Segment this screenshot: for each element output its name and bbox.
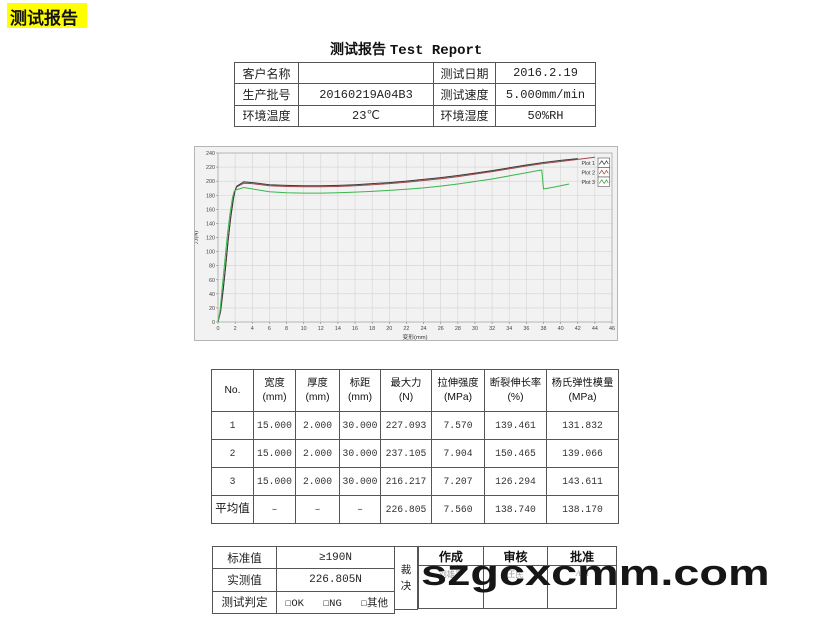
svg-text:14: 14: [335, 326, 341, 332]
svg-text:Plot 2: Plot 2: [581, 170, 595, 176]
svg-text:38: 38: [540, 326, 546, 332]
svg-text:240: 240: [206, 151, 215, 157]
svg-text:34: 34: [506, 326, 512, 332]
svg-text:0: 0: [212, 320, 215, 326]
svg-text:变形(mm): 变形(mm): [402, 333, 427, 341]
svg-text:46: 46: [609, 326, 615, 332]
svg-text:220: 220: [206, 165, 215, 171]
svg-text:12: 12: [318, 326, 324, 332]
svg-text:力(N): 力(N): [195, 231, 200, 245]
svg-text:200: 200: [206, 179, 215, 185]
svg-text:40: 40: [209, 292, 215, 298]
svg-text:Plot 3: Plot 3: [581, 180, 595, 186]
svg-text:4: 4: [251, 326, 254, 332]
svg-text:10: 10: [301, 326, 307, 332]
svg-text:140: 140: [206, 221, 215, 227]
svg-text:40: 40: [558, 326, 564, 332]
svg-text:60: 60: [209, 278, 215, 284]
svg-text:160: 160: [206, 207, 215, 213]
svg-text:32: 32: [489, 326, 495, 332]
svg-text:22: 22: [403, 326, 409, 332]
svg-text:20: 20: [386, 326, 392, 332]
svg-text:42: 42: [575, 326, 581, 332]
svg-text:8: 8: [285, 326, 288, 332]
svg-text:180: 180: [206, 193, 215, 199]
svg-text:18: 18: [369, 326, 375, 332]
svg-text:16: 16: [352, 326, 358, 332]
svg-text:2: 2: [234, 326, 237, 332]
svg-text:20: 20: [209, 306, 215, 312]
svg-text:36: 36: [523, 326, 529, 332]
svg-text:44: 44: [592, 326, 598, 332]
svg-text:6: 6: [268, 326, 271, 332]
svg-text:80: 80: [209, 264, 215, 270]
svg-text:30: 30: [472, 326, 478, 332]
svg-text:24: 24: [421, 326, 427, 332]
svg-text:0: 0: [217, 326, 220, 332]
svg-text:Plot 1: Plot 1: [581, 161, 595, 167]
svg-text:100: 100: [206, 250, 215, 256]
svg-text:26: 26: [438, 326, 444, 332]
svg-text:120: 120: [206, 236, 215, 242]
svg-text:28: 28: [455, 326, 461, 332]
